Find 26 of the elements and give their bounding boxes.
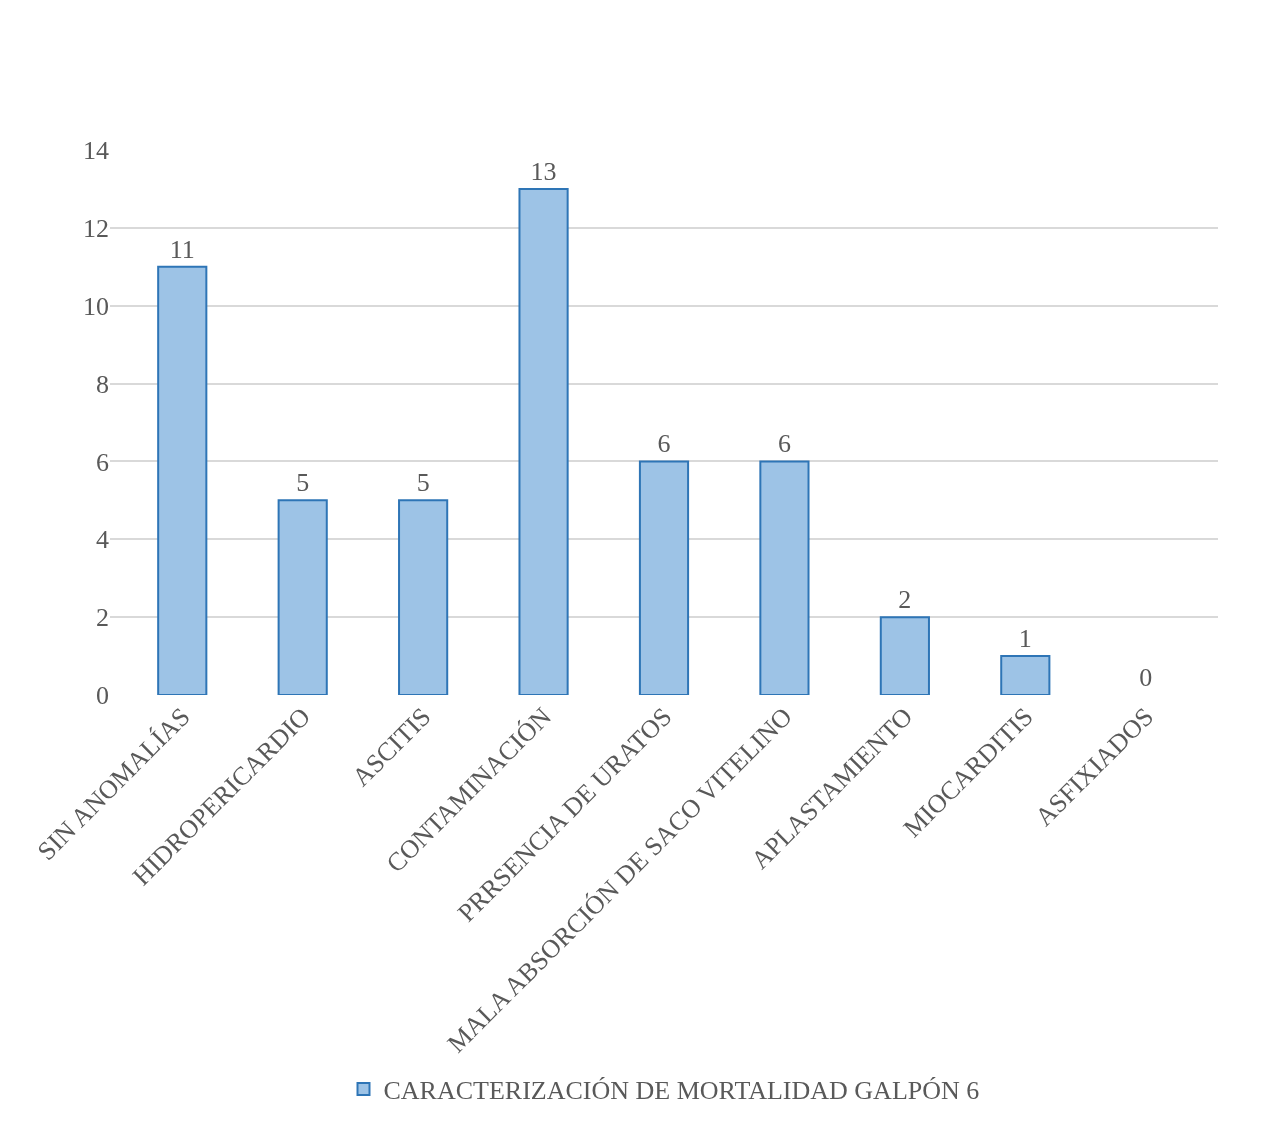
data-label: 6 xyxy=(777,429,791,459)
bar xyxy=(398,499,449,695)
data-label: 0 xyxy=(1139,663,1153,692)
y-tick-label: 12 xyxy=(83,213,109,243)
y-tick-label: 8 xyxy=(96,369,109,399)
bar xyxy=(1000,655,1051,695)
data-label: 1 xyxy=(1018,624,1032,654)
legend-label: CARACTERIZACIÓN DE MORTALIDAD GALPÓN 6 xyxy=(383,1076,980,1106)
y-tick-label: 0 xyxy=(96,681,109,711)
data-label: 2 xyxy=(898,585,912,615)
bar xyxy=(157,265,208,695)
y-tick-label: 10 xyxy=(83,291,109,321)
data-label: 5 xyxy=(416,468,430,498)
data-label: 6 xyxy=(657,429,671,459)
data-label: 5 xyxy=(296,468,310,498)
data-label: 11 xyxy=(169,234,195,264)
y-tick-label: 2 xyxy=(96,603,109,633)
bar xyxy=(638,460,690,695)
bar xyxy=(518,187,569,695)
y-tick-label: 14 xyxy=(83,136,109,166)
bar xyxy=(879,616,930,695)
y-tick-label: 4 xyxy=(96,525,109,555)
y-tick-label: 6 xyxy=(96,447,109,477)
data-label: 13 xyxy=(530,156,557,186)
bar xyxy=(277,499,328,695)
bar xyxy=(759,460,810,695)
